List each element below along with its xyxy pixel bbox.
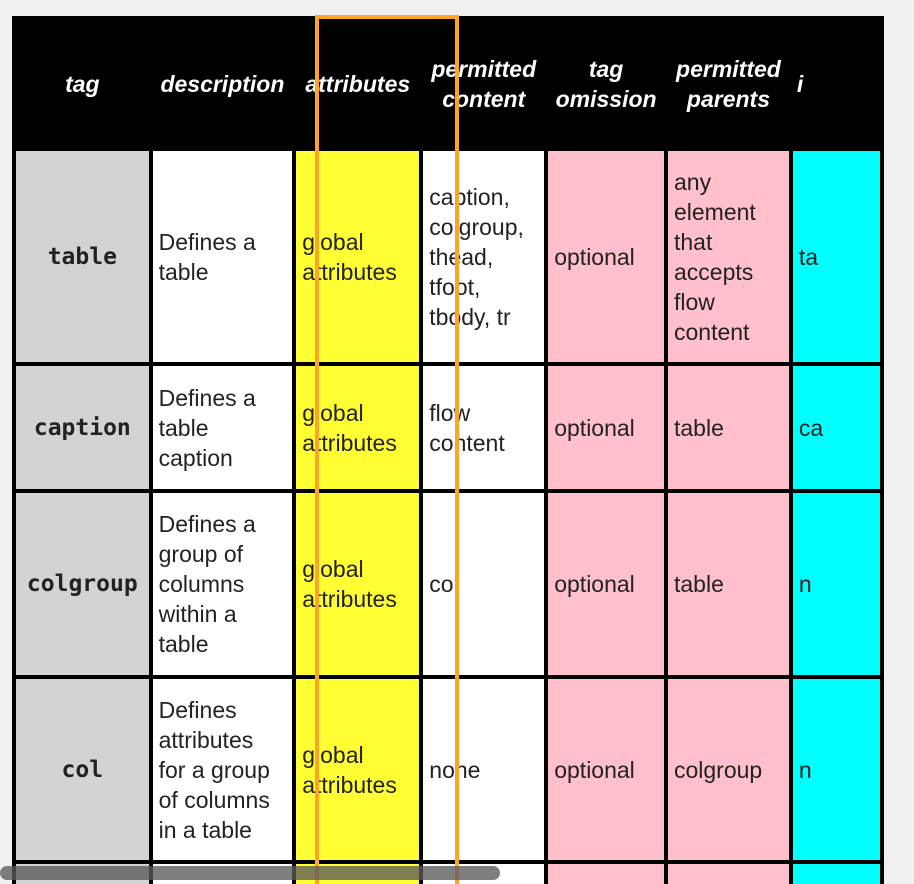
header-permitted-parents: permitted parents (663, 16, 793, 151)
table-row: col Defines attributes for a group of co… (12, 675, 884, 864)
permitted-parents-cell: colgroup (663, 675, 793, 864)
permitted-parents-cell: any element that accepts flow content (663, 147, 793, 366)
permitted-content-cell: flow content (419, 362, 549, 493)
header-row: tag description attributes permitted con… (12, 16, 884, 151)
html-table-elements-reference: tag description attributes permitted con… (12, 16, 884, 884)
header-tag: tag (12, 16, 153, 151)
header-interface: i (788, 16, 884, 151)
interface-cell: ta (788, 147, 884, 366)
attributes-cell: global attributes (292, 147, 424, 366)
permitted-content-cell: col (419, 489, 549, 679)
header-permitted-content-line2: content (442, 85, 526, 112)
tag-cell: table (12, 147, 153, 366)
header-permitted-content-line1: permitted (431, 55, 537, 82)
tag-omission-cell: optional (544, 147, 668, 366)
tag-omission-cell: optional (544, 489, 668, 679)
description-cell: Defines a table (148, 147, 297, 366)
header-permitted-content: permitted content (419, 16, 549, 151)
tag-cell: colgroup (12, 489, 153, 679)
header-description: description (148, 16, 297, 151)
tag-omission-cell: optional (544, 362, 668, 493)
tag-omission-cell: optional (544, 675, 668, 864)
tag-cell: col (12, 675, 153, 864)
table-row: table Defines a table global attributes … (12, 147, 884, 366)
header-tag-omission-line2: omission (555, 85, 657, 112)
header-attributes: attributes (292, 16, 424, 151)
tag-cell: caption (12, 362, 153, 493)
header-tag-omission: tag omission (544, 16, 668, 151)
interface-cell: ca (788, 362, 884, 493)
permitted-parents-cell: table (663, 489, 793, 679)
permitted-parents-cell: table (663, 362, 793, 493)
tag-omission-cell (544, 860, 668, 884)
header-tag-omission-line1: tag (588, 55, 624, 82)
header-permitted-parents-line1: permitted (676, 55, 781, 82)
table-row: caption Defines a table caption global a… (12, 362, 884, 493)
description-cell: Defines attributes for a group of column… (148, 675, 297, 864)
permitted-content-cell: caption, colgroup, thead, tfoot, tbody, … (419, 147, 549, 366)
description-cell: Defines a table caption (148, 362, 297, 493)
attributes-cell: global attributes (292, 489, 424, 679)
interface-cell (788, 860, 884, 884)
table-scroll-viewport[interactable]: tag description attributes permitted con… (12, 16, 884, 884)
attributes-cell: global attributes (292, 362, 424, 493)
horizontal-scrollbar-thumb[interactable] (0, 866, 500, 880)
permitted-parents-cell (663, 860, 793, 884)
table-row: colgroup Defines a group of columns with… (12, 489, 884, 679)
description-cell: Defines a group of columns within a tabl… (148, 489, 297, 679)
interface-cell: n (788, 489, 884, 679)
permitted-content-cell: none (419, 675, 549, 864)
interface-cell: n (788, 675, 884, 864)
attributes-cell: global attributes (292, 675, 424, 864)
header-permitted-parents-line2: parents (686, 85, 770, 112)
